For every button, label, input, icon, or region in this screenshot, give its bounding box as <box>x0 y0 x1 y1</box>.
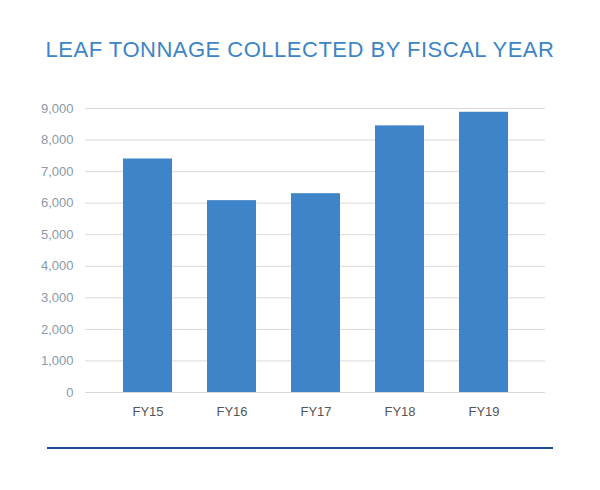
svg-text:1,000: 1,000 <box>41 353 74 368</box>
svg-text:FY18: FY18 <box>384 404 415 419</box>
svg-text:8,000: 8,000 <box>41 132 74 147</box>
svg-text:FY19: FY19 <box>468 404 499 419</box>
html-text:LEAF TONNAGE COLLECTED BY FISC: LEAF TONNAGE COLLECTED BY FISCAL YEAR <box>45 37 555 62</box>
svg-text:9,000: 9,000 <box>41 101 74 116</box>
svg-text:2,000: 2,000 <box>41 322 74 337</box>
svg-text:7,000: 7,000 <box>41 164 74 179</box>
svg-text:4,000: 4,000 <box>41 258 74 273</box>
svg-text:5,000: 5,000 <box>41 227 74 242</box>
svg-text:FY15: FY15 <box>132 404 163 419</box>
svg-text:FY17: FY17 <box>300 404 331 419</box>
svg-text:3,000: 3,000 <box>41 290 74 305</box>
svg-text:6,000: 6,000 <box>41 195 74 210</box>
svg-text:0: 0 <box>66 385 73 400</box>
svg-text:FY16: FY16 <box>216 404 247 419</box>
